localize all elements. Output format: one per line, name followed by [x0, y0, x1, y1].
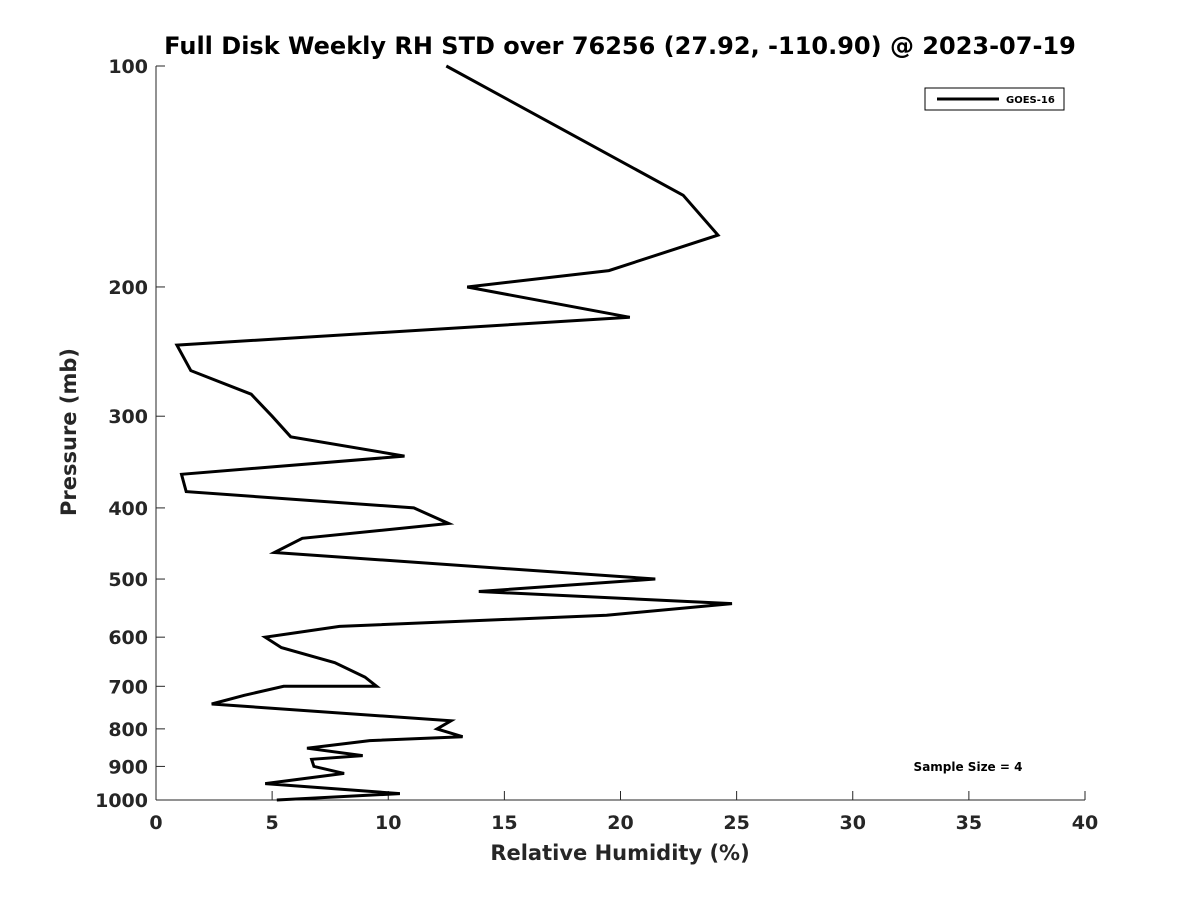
x-tick-label: 5: [266, 812, 279, 834]
y-tick-label: 800: [108, 719, 148, 741]
y-tick-label: 700: [108, 676, 148, 698]
y-tick-label: 300: [108, 406, 148, 428]
x-tick-label: 35: [956, 812, 982, 834]
y-tick-label: 600: [108, 627, 148, 649]
series-layer: [174, 64, 733, 802]
x-axis-ticks: 0 5 10 15 20 25 30 35 40: [149, 791, 1098, 834]
x-tick-label: 25: [723, 812, 749, 834]
chart-title: Full Disk Weekly RH STD over 76256 (27.9…: [164, 32, 1076, 60]
y-tick-label: 900: [108, 756, 148, 778]
x-axis-label: Relative Humidity (%): [490, 841, 749, 865]
x-tick-label: 30: [840, 812, 866, 834]
x-tick-label: 40: [1072, 812, 1098, 834]
y-tick-label: 500: [108, 569, 148, 591]
y-tick-label: 200: [108, 277, 148, 299]
y-tick-label: 400: [108, 498, 148, 520]
legend: GOES-16: [924, 87, 1065, 111]
series-line-goes-16: [174, 64, 733, 802]
x-tick-label: 10: [375, 812, 401, 834]
axes: [155, 66, 1085, 801]
x-tick-label: 15: [491, 812, 517, 834]
sample-size-annotation: Sample Size = 4: [914, 760, 1023, 774]
y-axis-ticks: 100 200 300 400 500 600 700 800 900 1000: [95, 56, 165, 812]
x-tick-label: 0: [149, 812, 162, 834]
y-tick-label: 1000: [95, 790, 148, 812]
y-tick-label: 100: [108, 56, 148, 78]
x-tick-label: 20: [607, 812, 633, 834]
legend-label-goes-16: GOES-16: [1006, 95, 1055, 106]
y-axis-label: Pressure (mb): [57, 348, 81, 516]
